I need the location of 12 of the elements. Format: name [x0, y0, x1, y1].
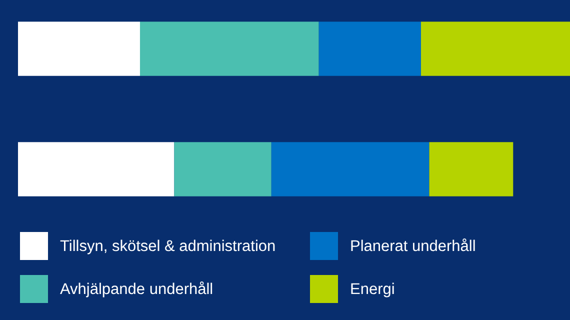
bar: [18, 22, 140, 76]
legend-label: Tillsyn, skötsel & administration: [60, 238, 276, 255]
bar: [174, 142, 272, 196]
bar: [271, 142, 430, 196]
bar: [420, 22, 570, 76]
bar: [429, 142, 514, 196]
legend-label: Planerat underhåll: [350, 238, 476, 255]
legend-label: Avhjälpande underhåll: [60, 281, 214, 298]
legend-label: Energi: [350, 281, 395, 298]
bar: [18, 142, 174, 196]
bar: [140, 22, 319, 76]
bar: [318, 22, 421, 76]
